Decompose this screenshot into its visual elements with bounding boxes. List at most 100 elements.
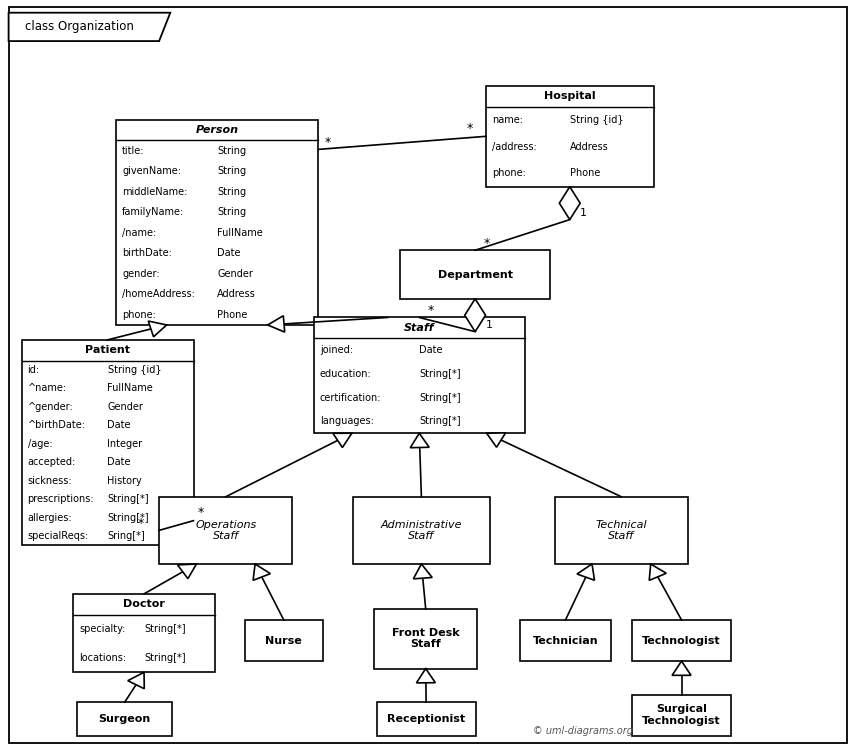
Polygon shape <box>9 13 170 41</box>
Text: accepted:: accepted: <box>28 457 76 468</box>
Text: Patient: Patient <box>85 345 130 356</box>
Text: /homeAddress:: /homeAddress: <box>122 289 195 300</box>
Polygon shape <box>253 564 270 580</box>
Text: Person: Person <box>196 125 239 135</box>
Text: phone:: phone: <box>492 168 525 179</box>
Text: Gender: Gender <box>108 402 144 412</box>
Text: © uml-diagrams.org: © uml-diagrams.org <box>533 725 633 736</box>
Text: Hospital: Hospital <box>544 91 596 102</box>
FancyBboxPatch shape <box>314 317 525 433</box>
FancyBboxPatch shape <box>9 7 847 743</box>
Text: gender:: gender: <box>122 269 160 279</box>
Polygon shape <box>559 187 580 220</box>
Polygon shape <box>414 564 433 579</box>
Text: String {id}: String {id} <box>108 365 161 375</box>
FancyBboxPatch shape <box>116 120 318 325</box>
Polygon shape <box>416 669 435 683</box>
Text: education:: education: <box>320 369 372 379</box>
FancyBboxPatch shape <box>520 620 611 661</box>
Text: name:: name: <box>492 115 523 125</box>
Text: Integer: Integer <box>108 438 143 449</box>
Text: Technician: Technician <box>532 636 599 645</box>
Text: Phone: Phone <box>569 168 600 179</box>
Text: allergies:: allergies: <box>28 512 72 523</box>
Text: Administrative
Staff: Administrative Staff <box>381 520 462 541</box>
Text: History: History <box>108 476 142 486</box>
FancyBboxPatch shape <box>400 250 550 299</box>
Polygon shape <box>148 321 167 337</box>
Text: *: * <box>325 136 331 149</box>
Polygon shape <box>267 316 285 332</box>
Text: *: * <box>467 122 473 135</box>
Text: Nurse: Nurse <box>266 636 302 645</box>
Polygon shape <box>577 564 594 580</box>
Text: joined:: joined: <box>320 345 353 356</box>
Text: Date: Date <box>108 421 131 430</box>
FancyBboxPatch shape <box>245 620 322 661</box>
Text: /age:: /age: <box>28 438 52 449</box>
Text: title:: title: <box>122 146 144 155</box>
Text: String: String <box>217 187 246 196</box>
FancyBboxPatch shape <box>377 702 476 736</box>
Text: ^birthDate:: ^birthDate: <box>28 421 85 430</box>
Text: *: * <box>138 517 144 530</box>
Text: String: String <box>217 166 246 176</box>
Text: specialReqs:: specialReqs: <box>28 531 89 541</box>
Polygon shape <box>410 433 429 447</box>
Text: Address: Address <box>217 289 256 300</box>
Text: FullName: FullName <box>108 383 153 394</box>
Text: String[*]: String[*] <box>144 624 186 634</box>
FancyBboxPatch shape <box>353 497 490 564</box>
FancyBboxPatch shape <box>555 497 688 564</box>
Text: languages:: languages: <box>320 416 374 427</box>
Text: Department: Department <box>438 270 513 279</box>
Text: Operations
Staff: Operations Staff <box>195 520 256 541</box>
Text: specialty:: specialty: <box>79 624 126 634</box>
Text: String[*]: String[*] <box>108 495 149 504</box>
Text: Phone: Phone <box>217 310 248 320</box>
FancyBboxPatch shape <box>374 609 477 669</box>
Text: 1: 1 <box>580 208 587 218</box>
Text: Front Desk
Staff: Front Desk Staff <box>392 628 459 649</box>
Polygon shape <box>649 564 666 580</box>
Text: String {id}: String {id} <box>569 115 624 125</box>
Text: Date: Date <box>420 345 443 356</box>
Polygon shape <box>333 433 352 447</box>
FancyBboxPatch shape <box>77 702 172 736</box>
Text: String: String <box>217 146 246 155</box>
Text: *: * <box>483 238 490 250</box>
FancyBboxPatch shape <box>632 695 731 736</box>
Text: *: * <box>428 305 434 317</box>
Text: /name:: /name: <box>122 228 157 238</box>
Text: String[*]: String[*] <box>420 369 461 379</box>
FancyBboxPatch shape <box>632 620 731 661</box>
Text: Gender: Gender <box>217 269 253 279</box>
Text: *: * <box>198 506 204 519</box>
Text: /address:: /address: <box>492 142 537 152</box>
Text: middleName:: middleName: <box>122 187 187 196</box>
Polygon shape <box>177 564 196 579</box>
Text: class Organization: class Organization <box>25 20 134 34</box>
Text: Date: Date <box>108 457 131 468</box>
Text: sickness:: sickness: <box>28 476 72 486</box>
Text: Surgical
Technologist: Surgical Technologist <box>642 704 721 726</box>
Text: String[*]: String[*] <box>108 512 149 523</box>
Text: ^gender:: ^gender: <box>28 402 73 412</box>
Text: Doctor: Doctor <box>123 599 165 610</box>
Text: birthDate:: birthDate: <box>122 248 172 258</box>
Text: Surgeon: Surgeon <box>99 714 150 724</box>
Polygon shape <box>128 672 144 689</box>
Text: prescriptions:: prescriptions: <box>28 495 94 504</box>
Text: String[*]: String[*] <box>420 416 461 427</box>
Text: ^name:: ^name: <box>28 383 66 394</box>
Polygon shape <box>464 299 486 332</box>
Text: phone:: phone: <box>122 310 156 320</box>
Text: familyName:: familyName: <box>122 207 184 217</box>
Text: String[*]: String[*] <box>144 653 186 663</box>
FancyBboxPatch shape <box>159 497 292 564</box>
Text: String: String <box>217 207 246 217</box>
Text: Sring[*]: Sring[*] <box>108 531 145 541</box>
Polygon shape <box>673 661 691 675</box>
Text: Address: Address <box>569 142 609 152</box>
Text: Date: Date <box>217 248 241 258</box>
